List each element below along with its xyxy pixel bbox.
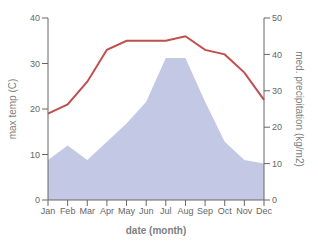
svg-text:date (month): date (month) xyxy=(126,225,187,236)
svg-text:20: 20 xyxy=(30,104,40,114)
svg-text:40: 40 xyxy=(272,50,282,60)
svg-text:Feb: Feb xyxy=(60,206,76,216)
svg-text:10: 10 xyxy=(272,159,282,169)
svg-text:max temp (C): max temp (C) xyxy=(8,79,18,140)
svg-text:Jul: Jul xyxy=(160,206,172,216)
svg-text:May: May xyxy=(118,206,136,216)
svg-text:20: 20 xyxy=(272,122,282,132)
svg-text:Dec: Dec xyxy=(256,206,273,216)
svg-text:Jan: Jan xyxy=(41,206,56,216)
svg-text:med. precipitation (kg/m2): med. precipitation (kg/m2) xyxy=(294,51,305,167)
svg-text:0: 0 xyxy=(35,195,40,205)
svg-text:Mar: Mar xyxy=(80,206,96,216)
svg-text:Aug: Aug xyxy=(177,206,193,216)
svg-text:0: 0 xyxy=(272,195,277,205)
svg-text:30: 30 xyxy=(272,86,282,96)
svg-text:40: 40 xyxy=(30,13,40,23)
svg-text:Sep: Sep xyxy=(197,206,213,216)
svg-text:10: 10 xyxy=(30,150,40,160)
svg-text:50: 50 xyxy=(272,13,282,23)
svg-text:Nov: Nov xyxy=(236,206,253,216)
svg-text:Oct: Oct xyxy=(218,206,233,216)
svg-text:Jun: Jun xyxy=(139,206,154,216)
svg-text:30: 30 xyxy=(30,59,40,69)
svg-text:Apr: Apr xyxy=(100,206,114,216)
